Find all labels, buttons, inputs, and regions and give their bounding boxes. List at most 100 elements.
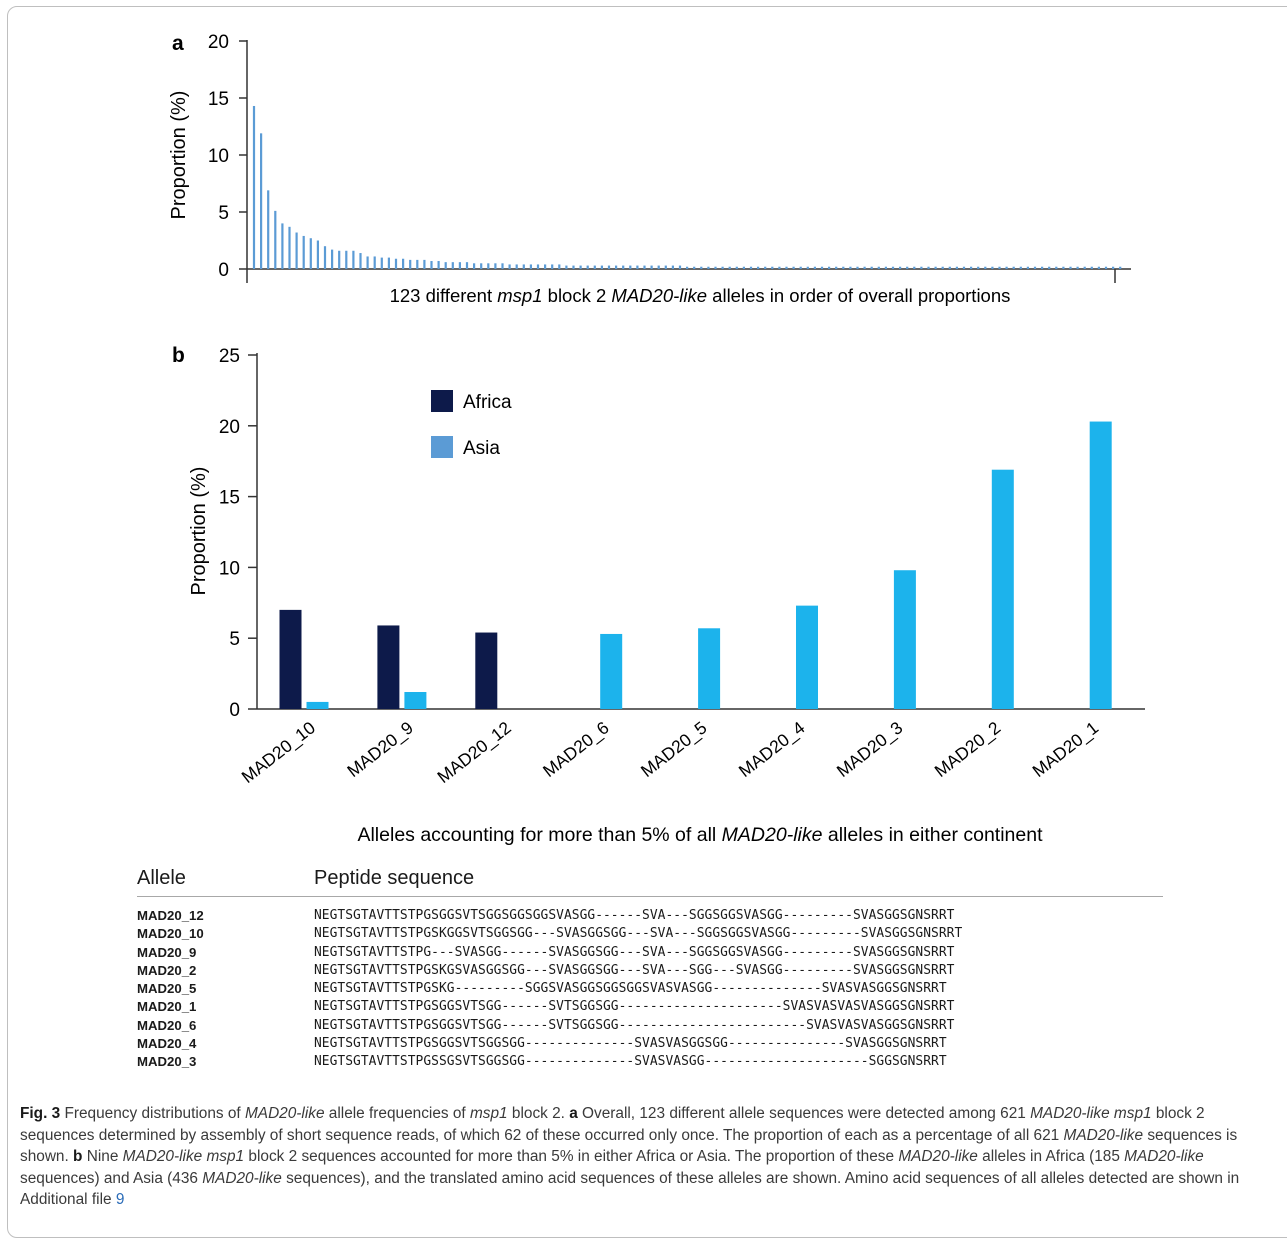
bar-a [813, 266, 816, 269]
bar-a [409, 259, 412, 269]
figure-caption: Fig. 3 Frequency distributions of MAD20-… [20, 1103, 1278, 1211]
category-label: MAD20_12 [433, 717, 515, 787]
bar-a [394, 258, 398, 269]
chart-panel-b: b 0 5 10 15 20 25 Proportion (%) MAD20_10 MAD20_9… [172, 344, 1145, 846]
bar-a [1033, 266, 1037, 269]
bar-a [529, 264, 532, 269]
bar-a [494, 263, 497, 269]
y-tick-label-b: 15 [219, 488, 240, 509]
bar-a [686, 266, 689, 269]
bar-a [387, 257, 390, 269]
bar-a [458, 262, 461, 269]
bar-a [1104, 266, 1108, 269]
category-label: MAD20_4 [735, 717, 809, 782]
table-row: MAD20_4 NEGTSGTAVTTSTPGSGGSVTSGGSGG------… [137, 1035, 1163, 1053]
y-axis-title-a: Proportion (%) [168, 91, 190, 220]
category-label: MAD20_6 [539, 717, 613, 781]
bar-a [444, 262, 447, 269]
caption-text: Overall, 123 different allele sequences … [577, 1105, 1031, 1122]
bar-asia [796, 605, 818, 709]
peptide-sequence: NEGTSGTAVTTSTPGSKGGSVTSGGSGG---SVASGGSGG… [314, 926, 963, 942]
figure-frame [7, 6, 1287, 1238]
bar-a [849, 266, 852, 269]
bar-a [771, 266, 774, 269]
peptide-sequence: NEGTSGTAVTTSTPG---SVASGG------SVASGGSGG-… [314, 944, 955, 960]
header-peptide-sequence: Peptide sequence [314, 867, 475, 889]
bar-a [877, 266, 880, 269]
bar-a [267, 190, 270, 269]
bar-a [288, 226, 291, 269]
bar-a [437, 261, 440, 269]
additional-file-link[interactable]: 9 [115, 1191, 125, 1208]
legend-label-asia: Asia [463, 438, 500, 459]
caption-text: MAD20-like [202, 1169, 282, 1187]
bar-a [295, 232, 298, 269]
bar-a [1112, 266, 1115, 269]
bar-a [1055, 266, 1058, 269]
bar-a [1026, 266, 1029, 269]
table-body: MAD20_12 NEGTSGTAVTTSTPGSGGSVTSGGSGGSGGSV… [137, 907, 1163, 1072]
caption-text: msp1 [469, 1105, 508, 1122]
bar-a [828, 266, 831, 269]
category-label: MAD20_3 [833, 717, 907, 781]
bar-a [544, 264, 547, 269]
caption-text: alleles in Africa (185 [977, 1148, 1125, 1165]
bar-a [842, 266, 845, 269]
bar-a [884, 266, 887, 269]
peptide-sequence: NEGTSGTAVTTSTPGSGGSVTSGG------SVTSGGSGG-… [314, 1017, 955, 1033]
bar-a [465, 262, 469, 269]
table-header: Allele Peptide sequence [137, 867, 1163, 897]
bar-a [948, 266, 951, 269]
bar-a [707, 266, 710, 269]
bar-a [657, 265, 660, 269]
bar-a [906, 266, 909, 269]
allele-name: MAD20_12 [137, 908, 204, 923]
bar-a [487, 263, 490, 269]
y-tick-label-b: 20 [219, 417, 240, 438]
caption-text: MAD20-like [898, 1148, 978, 1165]
bar-a [402, 258, 405, 269]
allele-name: MAD20_4 [137, 1036, 197, 1052]
bar-a [416, 259, 419, 269]
bar-a [316, 240, 319, 269]
bar-a [863, 266, 866, 269]
bar-a [806, 266, 809, 269]
caption-text: MAD20-like msp1 [122, 1148, 245, 1165]
bar-a [366, 256, 369, 269]
caption-text: MAD20-like msp1 [1030, 1105, 1152, 1122]
bar-a [678, 265, 682, 269]
bar-a [643, 265, 646, 269]
category-label: MAD20_1 [1029, 717, 1103, 781]
bar-a [480, 263, 483, 269]
bar-a [764, 266, 767, 269]
bar-asia [1089, 421, 1112, 709]
bar-a [962, 266, 966, 269]
bar-a [934, 266, 937, 269]
caption-text: Nine [82, 1148, 123, 1165]
bar-africa [279, 609, 302, 709]
bar-a [515, 264, 518, 269]
bar-a [352, 250, 355, 269]
bar-a [799, 266, 802, 269]
bar-asia [991, 469, 1014, 709]
caption-text: b [73, 1148, 83, 1165]
bar-a [473, 263, 476, 269]
peptide-sequence: NEGTSGTAVTTSTPGSKGSVASGGSGG---SVASGGSGG-… [314, 962, 955, 978]
x-axis-title-b: Alleles accounting for more than 5% of a… [357, 824, 1043, 846]
caption-text: block 2 sequences determined by assembly… [20, 1105, 1205, 1144]
bar-asia [600, 633, 623, 709]
bar-a [572, 265, 575, 269]
bar-a [664, 265, 667, 269]
caption-text: block 2. [507, 1105, 570, 1122]
table-row: MAD20_9 NEGTSGTAVTTSTPG---SVASGG------SVA… [137, 944, 1163, 962]
caption-text: sequences), and the translated amino aci… [20, 1169, 1240, 1209]
table-row: MAD20_10 NEGTSGTAVTTSTPGSKGGSVTSGGSGG---S… [137, 925, 1163, 943]
y-tick-label-b: 25 [219, 346, 240, 367]
bar-a [536, 264, 540, 269]
bar-a [941, 266, 944, 269]
bar-a [998, 266, 1001, 269]
y-tick-label-a: 15 [208, 89, 229, 110]
table-row: MAD20_6 NEGTSGTAVTTSTPGSGGSVTSGG------SVT… [137, 1017, 1163, 1035]
bar-a [373, 256, 376, 269]
peptide-sequence: NEGTSGTAVTTSTPGSGGSVTSGGSGGSGGSVASGG----… [314, 908, 955, 923]
